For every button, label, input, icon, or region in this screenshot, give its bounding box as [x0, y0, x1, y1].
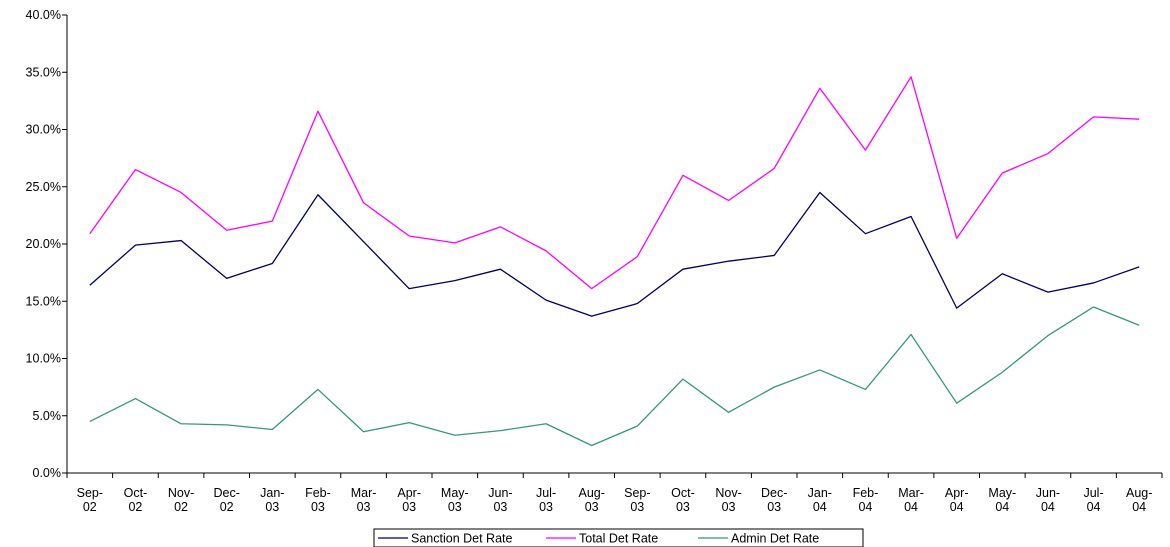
- x-tick-label: May-04: [988, 486, 1016, 514]
- y-tick-label: 30.0%: [26, 123, 61, 137]
- x-tick-label: Jul-03: [536, 486, 556, 514]
- series-lines: [89, 76, 1140, 447]
- x-tick-label: Oct-03: [671, 486, 695, 514]
- x-tick-label: Dec-02: [213, 486, 239, 514]
- x-tick-label: Nov-02: [168, 486, 194, 514]
- y-tick-label: 15.0%: [26, 294, 61, 308]
- y-tick-label: 5.0%: [33, 409, 62, 423]
- x-tick-label: Aug-04: [1126, 486, 1152, 514]
- series-line-total-det-rate: [89, 76, 1140, 290]
- legend: Sanction Det Rate Total Det Rate Admin Det…: [373, 528, 864, 547]
- y-tick-label: 40.0%: [26, 8, 61, 22]
- x-tick-label: Apr-04: [945, 486, 969, 514]
- x-tick-label: Feb-03: [305, 486, 331, 514]
- y-tick-label: 20.0%: [26, 237, 61, 251]
- x-tick-label: May-03: [441, 486, 469, 514]
- y-tick-label: 10.0%: [26, 352, 61, 366]
- legend-label: Admin Det Rate: [731, 532, 819, 546]
- x-tick-label: Sep-03: [624, 486, 650, 514]
- x-tick-label: Jun-04: [1036, 486, 1060, 514]
- x-tick-label: Mar-04: [898, 486, 924, 514]
- x-tick-label: Apr-03: [397, 486, 421, 514]
- x-tick-label: Sep-02: [77, 486, 103, 514]
- x-tick-label: Dec-03: [761, 486, 787, 514]
- legend-label: Sanction Det Rate: [411, 532, 512, 546]
- x-tick-label: Jun-03: [488, 486, 512, 514]
- legend-label: Total Det Rate: [579, 532, 658, 546]
- x-tick-label: Oct-02: [124, 486, 148, 514]
- x-tick-label: Jan-03: [260, 486, 284, 514]
- x-tick-label: Mar-03: [351, 486, 377, 514]
- y-tick-label: 35.0%: [26, 65, 61, 79]
- y-axis: 0.0% 5.0% 10.0% 15.0% 20.0% 25.0% 30.0% 35.0% 40…: [26, 8, 68, 480]
- series-line-sanction-det-rate: [89, 191, 1140, 317]
- y-tick-label: 0.0%: [33, 466, 62, 480]
- x-tick-label: Aug-03: [578, 486, 604, 514]
- x-tick-label: Jan-04: [808, 486, 832, 514]
- x-axis: Sep-02 Oct-02 Nov-02 Dec-02 Jan-03 Feb-03 Mar-…: [66, 472, 1163, 514]
- x-tick-label: Feb-04: [853, 486, 879, 514]
- legend-box: [373, 528, 864, 547]
- series-line-admin-det-rate: [89, 306, 1140, 447]
- y-tick-label: 25.0%: [26, 180, 61, 194]
- x-tick-label: Jul-04: [1083, 486, 1103, 514]
- x-tick-label: Nov-03: [715, 486, 741, 514]
